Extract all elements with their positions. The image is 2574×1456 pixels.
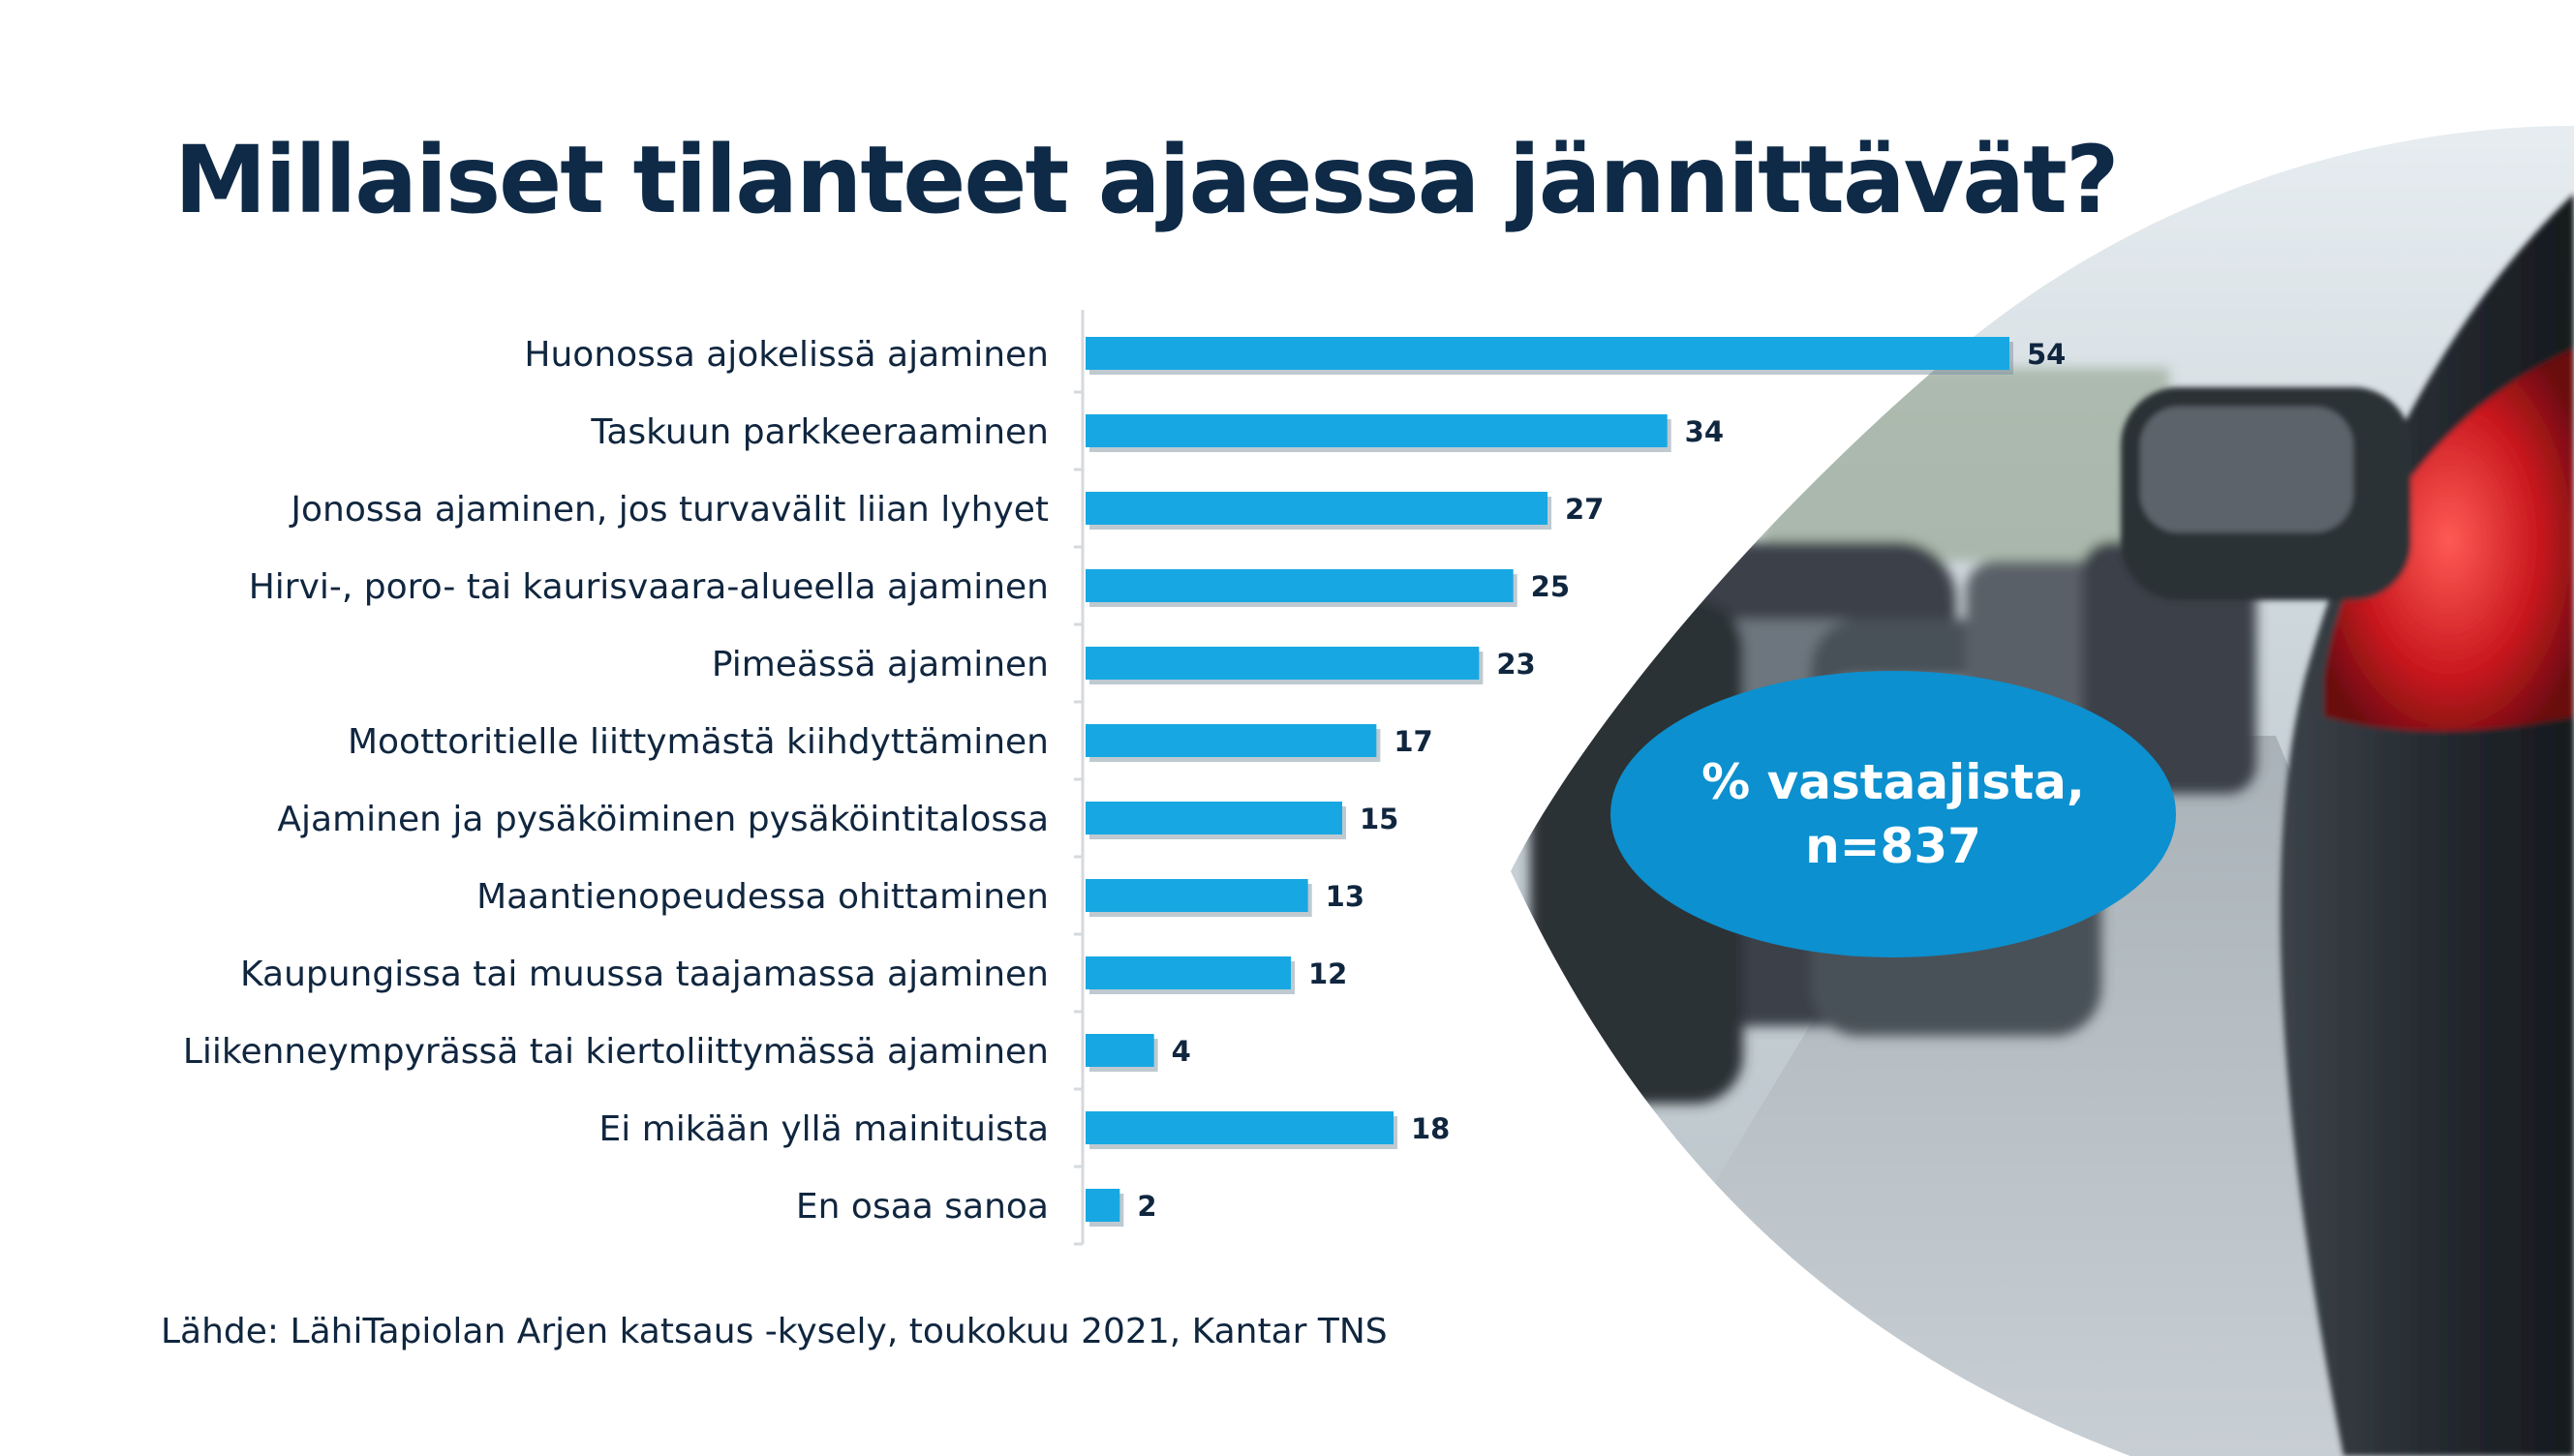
source-note: Lähde: LähiTapiolan Arjen katsaus -kysel… [161,1312,1388,1351]
bar [1086,956,1291,989]
bar [1086,879,1308,912]
category-label: Huonossa ajokelissä ajaminen [524,335,1049,375]
data-label: 54 [2027,338,2066,371]
data-label: 17 [1394,725,1432,758]
data-label: 2 [1137,1190,1156,1223]
category-label: Taskuun parkkeeraaminen [590,412,1049,452]
page-title: Millaiset tilanteet ajaessa jännittävät? [174,126,2120,234]
category-label: En osaa sanoa [796,1187,1049,1227]
respondents-note-badge: % vastaajista, n=837 [1610,671,2176,957]
data-label: 15 [1360,803,1398,835]
category-label: Ei mikään yllä mainituista [599,1109,1049,1149]
category-label: Ajaminen ja pysäköiminen pysäköintitalos… [277,800,1049,839]
category-label: Maantienopeudessa ohittaminen [476,877,1049,917]
category-label: Kaupungissa tai muussa taajamassa ajamin… [240,955,1049,994]
category-label: Hirvi-, poro- tai kaurisvaara-alueella a… [249,567,1049,607]
respondents-note: % vastaajista, n=837 [1701,754,2085,874]
data-label: 18 [1411,1112,1450,1145]
data-label: 23 [1496,648,1535,681]
bar [1086,1111,1394,1144]
bar [1086,569,1514,602]
data-label: 27 [1565,493,1604,526]
bar [1086,1034,1154,1067]
data-label: 12 [1308,957,1347,990]
bar [1086,337,2009,370]
data-label: 25 [1531,570,1570,603]
category-label: Jonossa ajaminen, jos turvavälit liian l… [289,490,1049,530]
category-label: Moottoritielle liittymästä kiihdyttämine… [348,722,1049,762]
bar [1086,492,1547,525]
data-label: 4 [1172,1035,1191,1068]
bar [1086,802,1342,834]
bar [1086,1189,1120,1222]
category-label: Liikenneympyrässä tai kiertoliittymässä … [183,1032,1049,1072]
bar [1086,724,1377,757]
bar [1086,647,1480,680]
data-label: 34 [1685,415,1724,448]
data-label: 13 [1326,880,1364,913]
bar [1086,414,1668,447]
category-label: Pimeässä ajaminen [712,645,1049,684]
